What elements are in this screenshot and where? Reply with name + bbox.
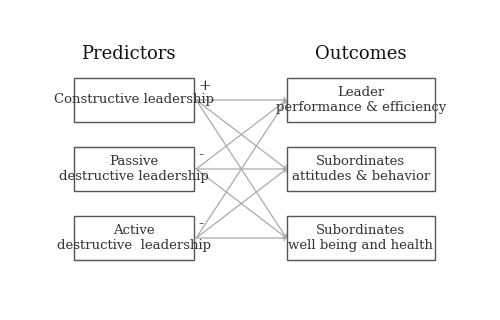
FancyBboxPatch shape bbox=[74, 78, 194, 122]
Text: -: - bbox=[198, 148, 203, 163]
FancyBboxPatch shape bbox=[74, 148, 194, 190]
FancyBboxPatch shape bbox=[287, 148, 434, 190]
Text: Constructive leadership: Constructive leadership bbox=[54, 93, 214, 107]
FancyBboxPatch shape bbox=[287, 216, 434, 260]
Text: Subordinates
attitudes & behavior: Subordinates attitudes & behavior bbox=[292, 155, 430, 183]
Text: Outcomes: Outcomes bbox=[315, 44, 406, 62]
Text: Passive
destructive leadership: Passive destructive leadership bbox=[60, 155, 209, 183]
Text: -: - bbox=[198, 217, 203, 231]
Text: Subordinates
well being and health: Subordinates well being and health bbox=[288, 224, 434, 252]
Text: Active
destructive  leadership: Active destructive leadership bbox=[57, 224, 211, 252]
Text: Predictors: Predictors bbox=[81, 44, 176, 62]
Text: +: + bbox=[198, 79, 211, 93]
Text: Leader
performance & efficiency: Leader performance & efficiency bbox=[276, 86, 446, 114]
FancyBboxPatch shape bbox=[287, 78, 434, 122]
FancyBboxPatch shape bbox=[74, 216, 194, 260]
